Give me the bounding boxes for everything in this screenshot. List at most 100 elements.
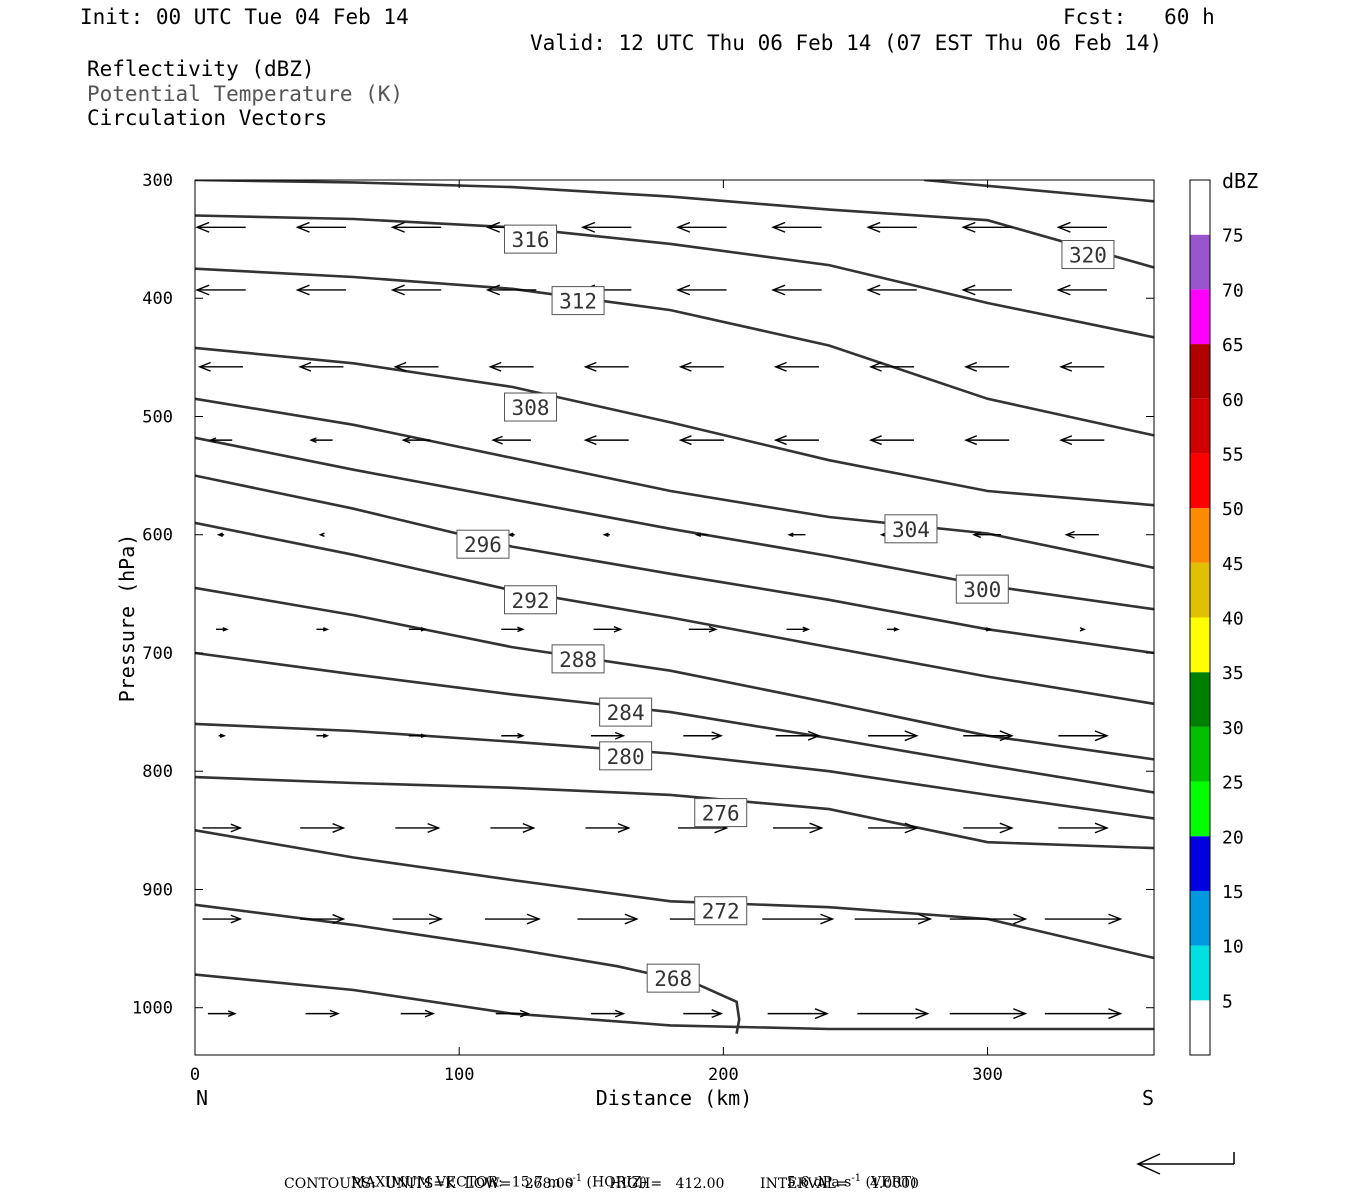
vector-arrowhead [197, 361, 211, 372]
contour-label-268: 268 [654, 967, 692, 991]
vector-arrowhead [401, 436, 411, 444]
contour-label-288: 288 [559, 648, 597, 672]
vert-value: 5.6 dPa s [786, 1174, 852, 1191]
x-tick-label: 0 [190, 1065, 200, 1085]
vector-arrowhead [868, 361, 882, 372]
vector-arrowhead [295, 221, 310, 233]
contour-label-316: 316 [512, 228, 550, 252]
vector-arrowhead [295, 284, 310, 296]
x-axis-label: Distance (km) [596, 1086, 753, 1110]
colorbar-swatch [1190, 289, 1210, 345]
vector-arrowhead [602, 532, 609, 537]
vector-arrowhead [318, 532, 325, 537]
vector-arrowhead [230, 823, 243, 833]
y-tick-label: 700 [142, 644, 173, 664]
contour-label-304: 304 [892, 518, 930, 542]
contour-label-308: 308 [512, 396, 550, 420]
vector-arrowhead [1056, 221, 1071, 233]
isentrope-280 [195, 722, 1154, 820]
contour-label-box [504, 224, 558, 254]
vector-arrowhead [208, 437, 217, 443]
colorbar-level-label: 5 [1222, 991, 1233, 1012]
vector-arrowhead [1056, 284, 1071, 296]
colorbar-swatch [1190, 508, 1210, 563]
colorbar-swatch [1190, 890, 1210, 946]
vector-arrowhead [526, 913, 541, 925]
vector-arrowhead [580, 221, 596, 233]
vector-arrowhead [771, 284, 786, 296]
contours-info: CONTOURS: UNITS=K LOW= 268.00 HIGH= 412.… [284, 1176, 919, 1192]
vector-arrowhead [390, 221, 405, 233]
contour-label-box [599, 697, 653, 727]
circulation-vectors [195, 221, 1123, 1020]
contour-label-320: 320 [1069, 243, 1107, 267]
max-vector-vertical: 5.6 dPa s-1 (VERT) [778, 1157, 917, 1191]
isentrope-316 [195, 214, 1154, 339]
isentrope-288 [195, 586, 1154, 761]
vector-arrowhead [428, 913, 444, 925]
vector-arrowhead [866, 284, 881, 296]
vector-arrowhead [1064, 530, 1075, 539]
dbz-colorbar: 5 10 15 20 25 30 35 40 45 50 55 60 65 70 75 [1189, 179, 1244, 1056]
contour-label-box [599, 741, 653, 771]
isentrope-300 [195, 436, 1154, 611]
vector-arrowhead [787, 532, 794, 537]
vector-arrowhead [893, 627, 900, 632]
colorbar-swatch [1190, 672, 1210, 727]
vector-arrowhead [583, 435, 597, 446]
colorbar-swatch [1190, 562, 1210, 618]
y-tick-label: 500 [142, 407, 173, 427]
vector-arrowhead [711, 1009, 724, 1019]
vector-arrowhead [583, 361, 597, 372]
vector-arrowhead [904, 822, 919, 834]
vector-arrowhead [227, 1010, 237, 1017]
vector-arrowhead [1013, 913, 1028, 925]
colorbar-frame [1189, 179, 1211, 1056]
vector-arrowhead [961, 221, 976, 233]
vector-arrowhead [694, 532, 702, 537]
vector-arrowhead [809, 822, 824, 834]
colorbar-swatch [1190, 234, 1210, 290]
y-tick-label: 900 [142, 880, 173, 900]
vector-arrowhead [964, 361, 978, 372]
vector-arrowhead [1079, 627, 1086, 632]
contour-label-272: 272 [702, 900, 740, 924]
vector-arrowhead [522, 823, 536, 833]
vector-arrowhead [676, 221, 691, 233]
contour-label-box [456, 529, 510, 559]
colorbar-level-label: 15 [1222, 882, 1244, 903]
colorbar-level-label: 35 [1222, 663, 1244, 684]
isentrope-264 [195, 973, 1154, 1031]
y-tick-label: 800 [142, 762, 173, 782]
vector-arrowhead [332, 914, 346, 924]
horiz-exponent: -1 [572, 1173, 583, 1184]
y-tick-label: 300 [142, 171, 173, 191]
vector-arrowhead [1108, 913, 1123, 925]
x-axis: 0 100 200 300 [190, 180, 1003, 1085]
vector-arrowhead [230, 914, 243, 924]
contour-label-box [694, 798, 748, 828]
colorbar-swatch [1190, 398, 1210, 454]
contour-label-box [551, 644, 605, 674]
vector-arrowhead [773, 361, 787, 372]
vector-arrowhead [298, 361, 312, 372]
colorbar-swatch [1190, 945, 1210, 1001]
colorbar-level-label: 45 [1222, 554, 1244, 575]
vector-arrowhead [329, 1009, 340, 1018]
contour-label-box [955, 574, 1009, 604]
vector-arrowhead [390, 284, 405, 296]
vector-arrowhead [964, 435, 978, 446]
vector-arrowhead [222, 627, 229, 632]
colorbar-swatch [1190, 1000, 1210, 1055]
vector-arrowhead [485, 221, 500, 233]
x-tick-label: 300 [972, 1065, 1003, 1085]
colorbar-level-label: 10 [1222, 937, 1244, 958]
contour-label-box [504, 392, 558, 422]
vector-arrowhead [676, 284, 691, 296]
vector-arrowhead [427, 823, 441, 833]
colorbar-swatch [1190, 344, 1210, 399]
vector-arrowhead [678, 435, 692, 446]
vector-arrowhead [1094, 822, 1109, 834]
vector-arrowhead [1094, 730, 1109, 742]
vector-arrowhead [216, 532, 223, 537]
